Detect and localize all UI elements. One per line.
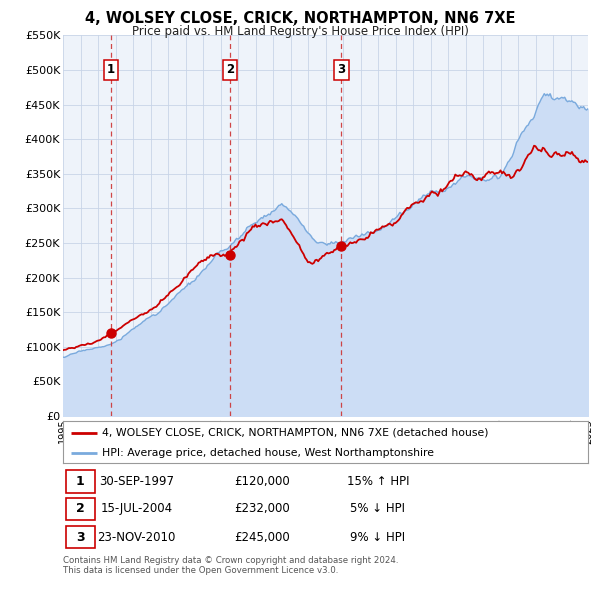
Text: 15-JUL-2004: 15-JUL-2004 [100,502,173,516]
Text: 2: 2 [76,502,85,516]
Text: 15% ↑ HPI: 15% ↑ HPI [347,475,409,488]
Text: £232,000: £232,000 [235,502,290,516]
Text: This data is licensed under the Open Government Licence v3.0.: This data is licensed under the Open Gov… [63,566,338,575]
FancyBboxPatch shape [65,498,95,520]
Text: £245,000: £245,000 [235,530,290,543]
Text: Contains HM Land Registry data © Crown copyright and database right 2024.: Contains HM Land Registry data © Crown c… [63,556,398,565]
Text: 4, WOLSEY CLOSE, CRICK, NORTHAMPTON, NN6 7XE (detached house): 4, WOLSEY CLOSE, CRICK, NORTHAMPTON, NN6… [103,428,489,438]
FancyBboxPatch shape [65,526,95,548]
Text: HPI: Average price, detached house, West Northamptonshire: HPI: Average price, detached house, West… [103,448,434,457]
Text: 2: 2 [226,64,234,77]
Text: £120,000: £120,000 [235,475,290,488]
Text: 23-NOV-2010: 23-NOV-2010 [97,530,176,543]
Text: Price paid vs. HM Land Registry's House Price Index (HPI): Price paid vs. HM Land Registry's House … [131,25,469,38]
Text: 3: 3 [76,530,85,543]
Text: 9% ↓ HPI: 9% ↓ HPI [350,530,406,543]
Text: 1: 1 [76,475,85,488]
Text: 30-SEP-1997: 30-SEP-1997 [99,475,174,488]
Text: 3: 3 [337,64,346,77]
Text: 1: 1 [107,64,115,77]
Text: 5% ↓ HPI: 5% ↓ HPI [350,502,406,516]
Text: 4, WOLSEY CLOSE, CRICK, NORTHAMPTON, NN6 7XE: 4, WOLSEY CLOSE, CRICK, NORTHAMPTON, NN6… [85,11,515,25]
FancyBboxPatch shape [65,470,95,493]
